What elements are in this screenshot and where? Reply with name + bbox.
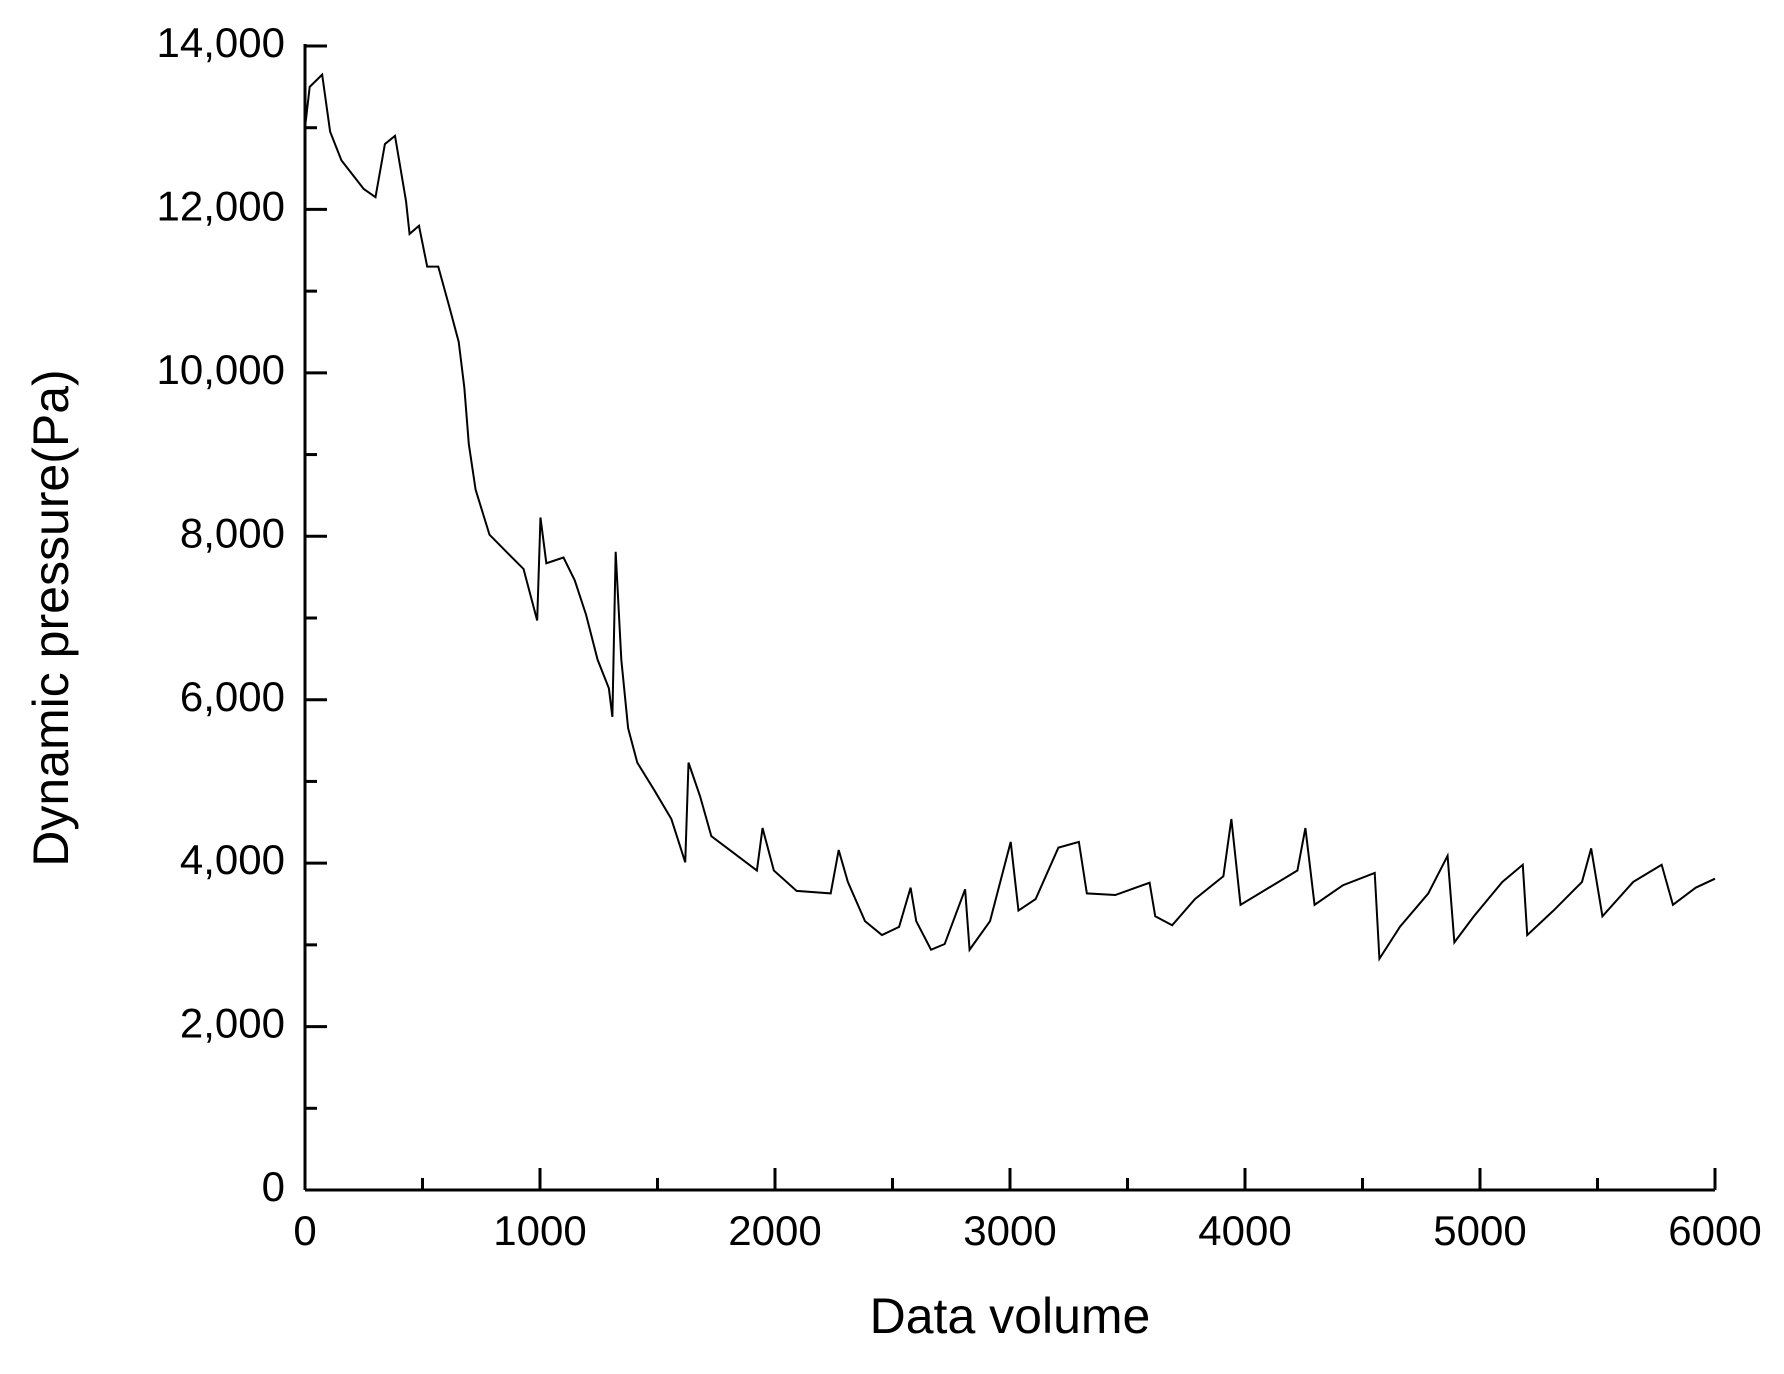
data-line [304, 72, 1716, 962]
x-tick-label: 3000 [963, 1207, 1056, 1254]
x-tick-label: 5000 [1433, 1207, 1526, 1254]
x-tick-label: 0 [293, 1207, 316, 1254]
x-tick-label: 1000 [493, 1207, 586, 1254]
y-tick-label: 12,000 [157, 183, 285, 230]
y-tick-label: 4,000 [180, 836, 285, 883]
x-tick-label: 4000 [1198, 1207, 1291, 1254]
y-tick-label: 8,000 [180, 509, 285, 556]
y-tick-label: 10,000 [157, 346, 285, 393]
x-axis-title: Data volume [870, 1288, 1151, 1344]
y-tick-label: 0 [262, 1163, 285, 1210]
x-tick-label: 6000 [1668, 1207, 1761, 1254]
y-tick-label: 14,000 [157, 19, 285, 66]
y-tick-label: 2,000 [180, 1000, 285, 1047]
y-tick-label: 6,000 [180, 673, 285, 720]
x-tick-label: 2000 [728, 1207, 821, 1254]
y-axis-title: Dynamic pressure(Pa) [23, 369, 79, 866]
